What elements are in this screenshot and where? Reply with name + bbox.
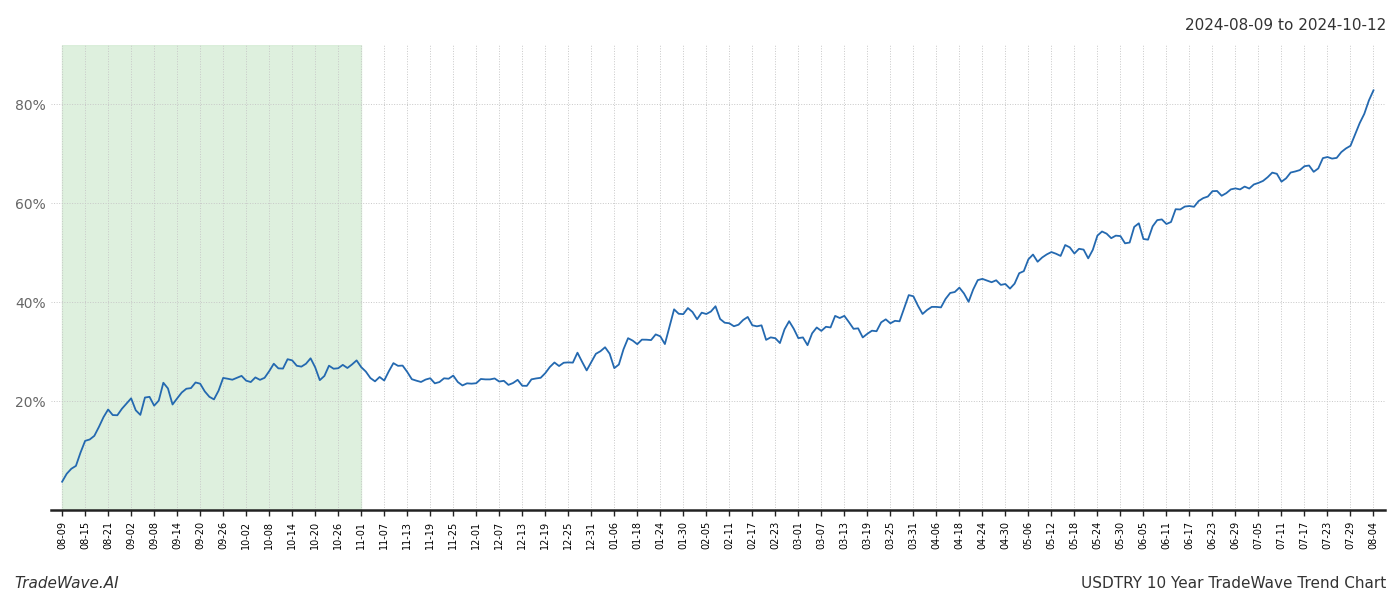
- Bar: [62, 45, 361, 510]
- Text: 2024-08-09 to 2024-10-12: 2024-08-09 to 2024-10-12: [1184, 18, 1386, 33]
- Text: TradeWave.AI: TradeWave.AI: [14, 576, 119, 591]
- Text: USDTRY 10 Year TradeWave Trend Chart: USDTRY 10 Year TradeWave Trend Chart: [1081, 576, 1386, 591]
